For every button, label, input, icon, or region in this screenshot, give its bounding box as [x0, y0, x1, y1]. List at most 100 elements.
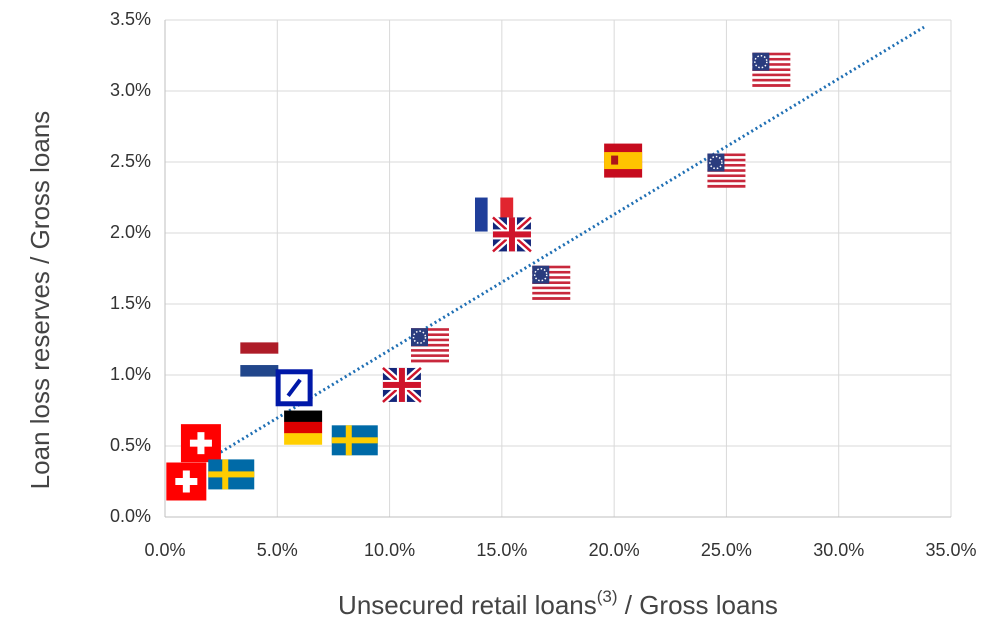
stripe — [410, 349, 449, 352]
stripe — [752, 63, 791, 66]
stripe — [532, 268, 571, 272]
stripe — [752, 84, 791, 87]
stripe — [707, 158, 746, 162]
flag-marker — [180, 424, 221, 463]
stripe — [707, 153, 746, 157]
trendline — [211, 25, 925, 459]
band — [240, 365, 279, 377]
stripe — [707, 169, 746, 173]
stripe — [707, 182, 746, 186]
y-axis-label: Loan loss reserves / Gross loans — [25, 111, 55, 490]
stripe — [752, 71, 791, 74]
band — [284, 433, 323, 445]
stripe — [707, 161, 746, 165]
x-tick-label: 35.0% — [925, 540, 976, 560]
stripe — [410, 351, 449, 355]
band — [240, 342, 279, 354]
y-tick-label: 3.0% — [110, 80, 151, 100]
stripe — [532, 291, 571, 295]
x-tick-label: 5.0% — [257, 540, 298, 560]
stripe — [707, 156, 746, 159]
flag-marker — [284, 410, 323, 445]
stripe — [752, 55, 791, 59]
stars — [412, 330, 427, 344]
stripe — [410, 354, 449, 358]
flag-marker — [240, 342, 279, 377]
stripe — [532, 294, 571, 298]
band — [240, 353, 279, 366]
stripe — [410, 330, 449, 334]
flag-marker — [604, 143, 643, 178]
stripe — [410, 333, 449, 337]
stripe — [752, 81, 791, 85]
stripe — [410, 343, 449, 347]
flag-marker — [752, 52, 791, 87]
flag-marker — [532, 265, 571, 300]
y-tick-label: 0.5% — [110, 435, 151, 455]
stripe — [532, 270, 571, 274]
x-axis-label: Unsecured retail loans(3) / Gross loans — [338, 587, 778, 619]
stripe — [752, 78, 791, 82]
x-label-part: Unsecured retail loans — [338, 590, 597, 620]
x-tick-label: 30.0% — [813, 540, 864, 560]
flag-marker — [410, 328, 449, 363]
band — [284, 421, 323, 434]
x-tick-label: 10.0% — [364, 540, 415, 560]
stripe — [707, 174, 746, 178]
stars — [754, 54, 768, 69]
x-tick-label: 20.0% — [589, 540, 640, 560]
stripe — [752, 73, 791, 77]
stripe — [410, 356, 449, 360]
flag-marker — [490, 214, 534, 255]
stripe — [532, 297, 571, 300]
cross — [331, 437, 378, 444]
stripe — [532, 286, 571, 290]
flag-marker — [275, 369, 313, 407]
y-tick-label: 2.5% — [110, 151, 151, 171]
cross — [508, 217, 515, 252]
x-tick-label: 25.0% — [701, 540, 752, 560]
stripe — [752, 52, 791, 56]
stripe — [410, 346, 449, 350]
band — [474, 197, 488, 232]
x-label-part: / Gross loans — [618, 590, 778, 620]
stripe — [532, 284, 571, 287]
stars — [534, 267, 548, 282]
stripe — [707, 171, 746, 175]
stripe — [707, 166, 746, 170]
stripe — [707, 177, 746, 180]
x-tick-label: 15.0% — [476, 540, 527, 560]
y-tick-label: 2.0% — [110, 222, 151, 242]
stars — [709, 155, 723, 170]
stripe — [532, 276, 571, 279]
stripe — [532, 273, 571, 277]
logo-slash — [286, 378, 302, 397]
cross — [208, 471, 255, 478]
stripe — [752, 60, 791, 64]
flag-marker — [166, 462, 207, 501]
stripe — [410, 359, 449, 363]
y-tick-label: 1.0% — [110, 364, 151, 384]
stripe — [752, 65, 791, 69]
stripe — [532, 289, 571, 293]
flag-marker — [707, 153, 746, 188]
band — [604, 152, 643, 170]
stripe — [532, 278, 571, 282]
stripe — [410, 328, 449, 331]
stripe — [532, 281, 571, 285]
stripe — [410, 338, 449, 342]
band — [284, 410, 323, 423]
stripe — [707, 179, 746, 183]
cross — [222, 459, 229, 490]
flag-marker — [331, 425, 378, 456]
cross — [182, 470, 190, 493]
x-tick-label: 0.0% — [144, 540, 185, 560]
flag-marker — [380, 365, 424, 405]
cross — [398, 367, 405, 402]
stripe — [707, 184, 746, 188]
stripe — [752, 76, 791, 80]
y-tick-label: 1.5% — [110, 293, 151, 313]
stripe — [752, 68, 791, 72]
x-label-superscript: (3) — [597, 587, 618, 606]
